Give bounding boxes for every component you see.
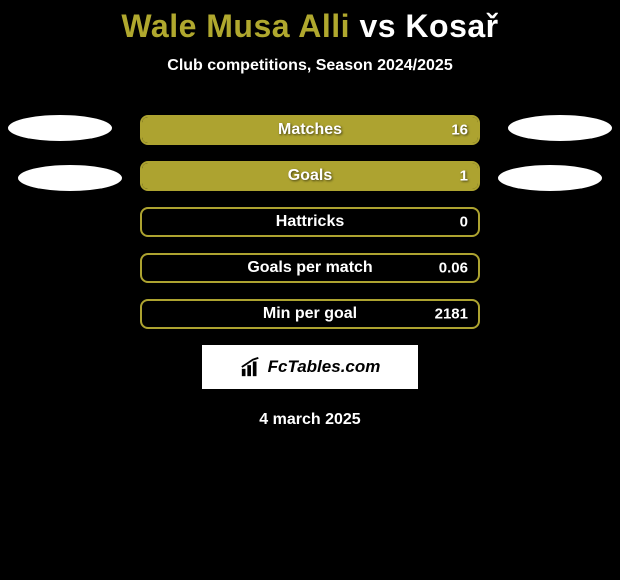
brand-box: FcTables.com [202, 345, 418, 389]
comparison-title: Wale Musa Alli vs Kosař [0, 0, 620, 45]
vs-word: vs [359, 8, 396, 44]
stat-row: Goals per match 0.06 [140, 253, 480, 283]
stat-row: Matches 16 [140, 115, 480, 145]
stat-row: Goals 1 [140, 161, 480, 191]
stat-value: 0 [460, 214, 468, 231]
stat-label: Matches [278, 121, 342, 139]
stat-label: Min per goal [263, 305, 357, 323]
player1-name: Wale Musa Alli [121, 8, 350, 44]
stat-row: Min per goal 2181 [140, 299, 480, 329]
player2-name: Kosař [405, 8, 498, 44]
stat-label: Goals [288, 167, 332, 185]
stats-container: Matches 16 Goals 1 Hattricks 0 Goals per match… [0, 115, 620, 329]
side-ellipse [508, 115, 612, 141]
brand-text: FcTables.com [268, 357, 381, 377]
stat-value: 16 [451, 122, 468, 139]
stat-row: Hattricks 0 [140, 207, 480, 237]
bar-chart-icon [240, 356, 262, 378]
stat-value: 0.06 [439, 260, 468, 277]
side-ellipse [8, 115, 112, 141]
date-text: 4 march 2025 [0, 411, 620, 429]
subtitle: Club competitions, Season 2024/2025 [0, 57, 620, 75]
stat-value: 1 [460, 168, 468, 185]
side-ellipse [18, 165, 122, 191]
stat-label: Hattricks [276, 213, 344, 231]
stat-label: Goals per match [247, 259, 372, 277]
stat-value: 2181 [435, 306, 468, 323]
side-ellipse [498, 165, 602, 191]
